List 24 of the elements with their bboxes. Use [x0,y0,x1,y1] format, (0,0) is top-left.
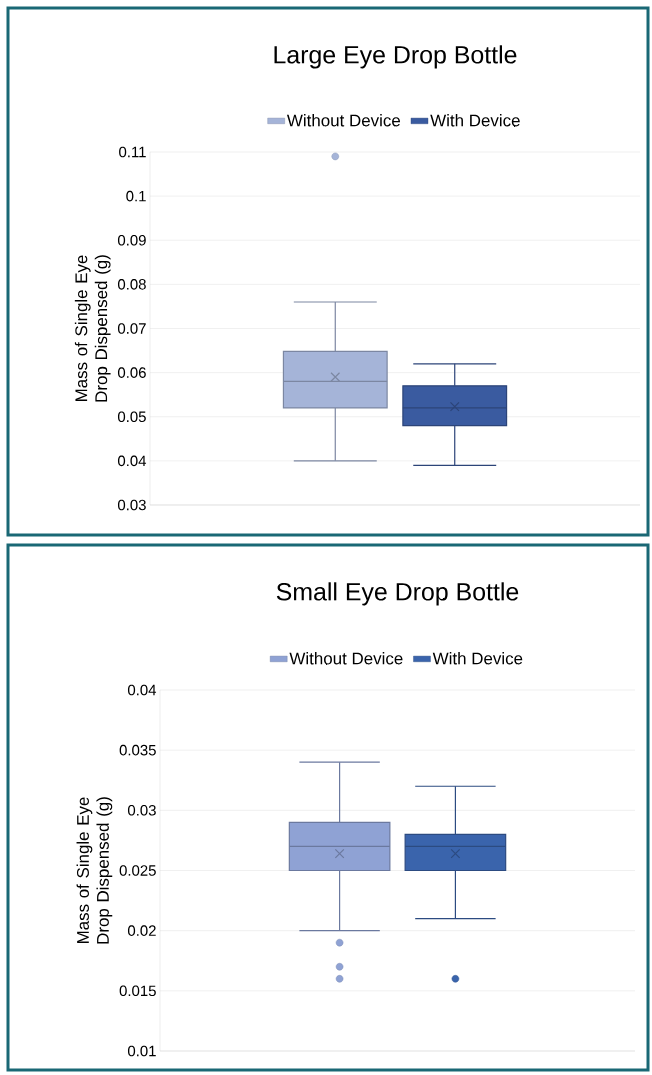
y-tick-label: 0.07 [117,323,146,334]
y-tick-label: 0.1 [126,190,146,202]
y-tick-label: 0.015 [119,985,156,997]
legend-label: Without Device [286,114,401,127]
y-tick-label: 0.01 [127,1045,156,1057]
chart-title: Small Eye Drop Bottle [276,582,519,606]
legend-label: Without Device [289,652,403,665]
y-tick-label: 0.06 [117,367,146,378]
y-tick-label: 0.11 [119,146,146,158]
legend-label: With Device [432,652,523,665]
y-tick-label: 0.05 [117,411,146,423]
y-axis-title: Mass of Single Eye Drop Dispensed (g) [76,797,113,944]
y-tick-label: 0.02 [127,925,156,936]
y-tick-label: 0.03 [117,499,146,511]
y-tick-label: 0.03 [127,805,156,816]
y-tick-label: 0.08 [117,279,146,290]
y-tick-label: 0.09 [117,234,146,246]
chart-title: Large Eye Drop Bottle [274,45,517,69]
y-tick-label: 0.04 [127,684,157,696]
y-tick-label: 0.025 [119,865,156,876]
y-axis-title: Mass of Single Eye Drop Dispensed (g) [74,255,111,402]
legend-label: With Device [430,114,520,127]
y-tick-label: 0.04 [117,455,147,467]
y-tick-label: 0.035 [119,744,156,756]
